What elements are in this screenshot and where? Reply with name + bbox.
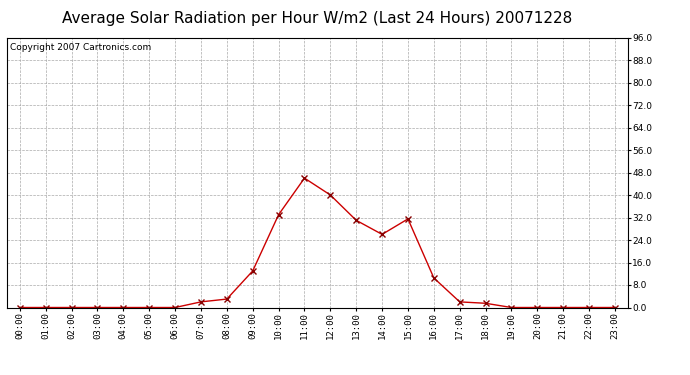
Text: Copyright 2007 Cartronics.com: Copyright 2007 Cartronics.com <box>10 43 151 52</box>
Text: Average Solar Radiation per Hour W/m2 (Last 24 Hours) 20071228: Average Solar Radiation per Hour W/m2 (L… <box>62 11 573 26</box>
